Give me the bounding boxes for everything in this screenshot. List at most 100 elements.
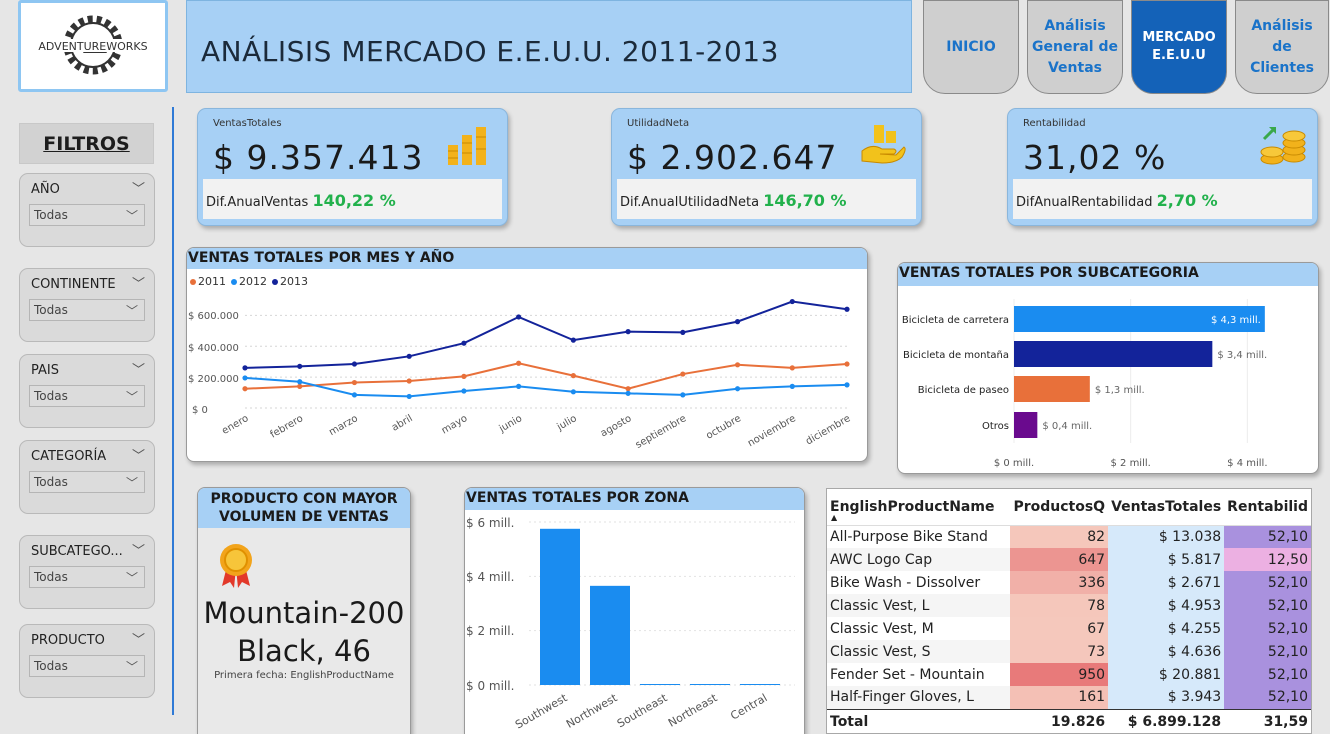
slicer-ano[interactable]: AÑO ﹀ Todas ﹀	[19, 173, 155, 247]
kpi-label: Rentabilidad	[1023, 118, 1086, 129]
x-tick-label: Southeast	[615, 691, 670, 730]
chevron-down-icon[interactable]: ﹀	[131, 363, 145, 378]
hand-money-icon	[861, 125, 906, 164]
cell-qty: 336	[1010, 571, 1109, 594]
cell-sales: $ 3.943	[1108, 686, 1225, 709]
kpi-value: $ 9.357.413	[213, 138, 424, 177]
table-row[interactable]: Bike Wash - Dissolver 336 $ 2.671 52,10	[827, 571, 1311, 594]
x-tick-label: Northwest	[564, 691, 620, 731]
y-tick-label: $ 0 mill.	[466, 679, 514, 693]
data-point	[734, 362, 741, 368]
x-tick-label: Central	[728, 691, 769, 722]
chevron-down-icon[interactable]: ﹀	[131, 633, 145, 648]
data-point	[625, 386, 631, 392]
slicer-dropdown[interactable]: Todas ﹀	[29, 566, 145, 588]
data-point	[461, 340, 467, 346]
slicer-categoria[interactable]: CATEGORÍA ﹀ Todas ﹀	[19, 440, 155, 514]
cell-product: Classic Vest, L	[827, 594, 1011, 617]
cell-product: Bike Wash - Dissolver	[827, 571, 1011, 594]
kpi-ventas-totales: VentasTotales $ 9.357.413 Dif.AnualVenta…	[197, 108, 508, 226]
table-row[interactable]: Classic Vest, S 73 $ 4.636 52,10	[827, 640, 1311, 663]
data-point	[844, 382, 850, 388]
chevron-down-icon[interactable]: ﹀	[125, 571, 138, 585]
kpi-diff-value: 2,70 %	[1156, 191, 1218, 210]
data-point	[570, 373, 576, 379]
table-row[interactable]: Fender Set - Mountain 950 $ 20.881 52,10	[827, 663, 1311, 686]
slicer-label: PAIS	[31, 363, 59, 378]
data-point	[570, 389, 576, 395]
nav-mercado-eeuu-button[interactable]: MERCADO E.E.U.U	[1131, 0, 1227, 94]
chevron-down-icon[interactable]: ﹀	[125, 476, 138, 490]
slicer-dropdown[interactable]: Todas ﹀	[29, 655, 145, 677]
data-point	[242, 375, 248, 381]
cell-qty: 67	[1010, 617, 1109, 640]
table-row[interactable]: AWC Logo Cap 647 $ 5.817 12,50	[827, 548, 1311, 571]
data-point	[789, 298, 795, 305]
chevron-down-icon[interactable]: ﹀	[131, 544, 145, 559]
x-tick-label: $ 2 mill.	[1110, 458, 1150, 469]
nav-inicio-button[interactable]: INICIO	[923, 0, 1019, 94]
bar-southeast	[640, 684, 680, 685]
y-tick-label: $ 200.000	[188, 374, 239, 385]
x-tick-label: Southwest	[513, 691, 570, 731]
sort-ascending-icon[interactable]: ▲	[831, 513, 838, 522]
table-row[interactable]: Classic Vest, M 67 $ 4.255 52,10	[827, 617, 1311, 640]
bar-3	[1014, 412, 1038, 438]
chevron-down-icon[interactable]: ﹀	[125, 209, 138, 223]
page-title-bar: ANÁLISIS MERCADO E.E.U.U. 2011-2013	[186, 0, 912, 93]
chevron-down-icon[interactable]: ﹀	[131, 182, 145, 197]
line-chart-card: VENTAS TOTALES POR MES Y AÑO 2011 2012 2…	[186, 247, 868, 462]
slicer-pais[interactable]: PAIS ﹀ Todas ﹀	[19, 354, 155, 428]
chevron-down-icon[interactable]: ﹀	[125, 390, 138, 404]
cell-qty: 82	[1010, 525, 1109, 548]
data-point	[242, 365, 248, 371]
col-header-rent[interactable]: Rentabilid	[1224, 489, 1311, 526]
line-chart: 2011 2012 2013 $ 600.000 $ 400.000 $ 200…	[188, 275, 853, 451]
table-row[interactable]: Half-Finger Gloves, L 161 $ 3.943 52,10	[827, 686, 1311, 709]
data-point	[406, 353, 412, 359]
table-row[interactable]: Classic Vest, L 78 $ 4.953 52,10	[827, 594, 1311, 617]
col-header-product[interactable]: EnglishProductName ▲	[827, 489, 1011, 526]
cell-product: Classic Vest, M	[827, 617, 1011, 640]
data-point	[242, 386, 248, 392]
nav-analisis-clientes-button[interactable]: Análisis de Clientes	[1235, 0, 1329, 94]
y-axis: $ 600.000 $ 400.000 $ 200.000 $ 0	[188, 311, 239, 416]
table-row[interactable]: All-Purpose Bike Stand 82 $ 13.038 52,10	[827, 525, 1311, 548]
medal-icon	[220, 544, 252, 588]
zona-bar-chart: $ 6 mill. $ 4 mill. $ 2 mill. $ 0 mill. …	[466, 516, 795, 731]
slicer-dropdown[interactable]: Todas ﹀	[29, 299, 145, 321]
top-product-name: Mountain-200 Black, 46	[203, 596, 405, 668]
slicer-continente[interactable]: CONTINENTE ﹀ Todas ﹀	[19, 268, 155, 342]
cell-product: Fender Set - Mountain	[827, 663, 1011, 686]
slicer-dropdown[interactable]: Todas ﹀	[29, 204, 145, 226]
slicer-producto[interactable]: PRODUCTO ﹀ Todas ﹀	[19, 624, 155, 698]
chevron-down-icon[interactable]: ﹀	[125, 660, 138, 674]
slicer-subcategoria[interactable]: SUBCATEGO... ﹀ Todas ﹀	[19, 535, 155, 609]
x-tick-label: $ 0 mill.	[994, 458, 1034, 469]
svg-text:ADVENTUREWORKS: ADVENTUREWORKS	[38, 40, 147, 53]
coins-growth-icon	[1260, 127, 1306, 165]
slicer-dropdown[interactable]: Todas ﹀	[29, 385, 145, 407]
col-header-sales[interactable]: VentasTotales	[1108, 489, 1225, 526]
data-point	[297, 379, 303, 385]
cell-qty: 73	[1010, 640, 1109, 663]
slicer-dropdown[interactable]: Todas ﹀	[29, 471, 145, 493]
y-tick-label: $ 600.000	[188, 311, 239, 322]
y-tick-label: $ 4 mill.	[466, 570, 514, 584]
slicer-label: SUBCATEGO...	[31, 544, 123, 559]
nav-analisis-ventas-button[interactable]: Análisis General de Ventas	[1027, 0, 1123, 94]
data-point	[406, 378, 412, 384]
products-table[interactable]: EnglishProductName ▲ ProductosQ VentasTot…	[826, 488, 1312, 734]
x-tick-label: noviembre	[746, 413, 798, 449]
cell-rent: 12,50	[1224, 548, 1311, 571]
kpi-diff-label: Dif.AnualUtilidadNeta	[620, 195, 760, 210]
bar-southwest	[540, 528, 580, 685]
chevron-down-icon[interactable]: ﹀	[131, 277, 145, 292]
page-title: ANÁLISIS MERCADO E.E.U.U. 2011-2013	[201, 35, 779, 68]
table-header-row: EnglishProductName ▲ ProductosQ VentasTot…	[827, 489, 1311, 526]
chevron-down-icon[interactable]: ﹀	[125, 304, 138, 318]
cell-rent: 52,10	[1224, 594, 1311, 617]
slicer-label: CATEGORÍA	[31, 449, 107, 464]
chevron-down-icon[interactable]: ﹀	[131, 449, 145, 464]
col-header-qty[interactable]: ProductosQ	[1010, 489, 1109, 526]
